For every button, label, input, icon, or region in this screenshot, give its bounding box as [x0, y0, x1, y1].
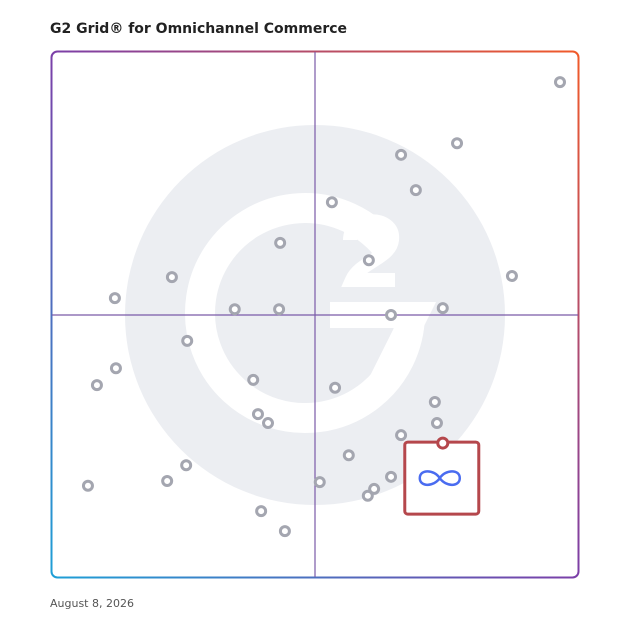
grid-border [50, 50, 580, 579]
product-point [81, 479, 94, 492]
product-point [385, 470, 398, 483]
product-point [436, 302, 449, 315]
product-point [255, 505, 268, 518]
product-point [161, 475, 174, 488]
product-point [180, 459, 193, 472]
product-point [361, 489, 374, 502]
product-point [228, 303, 241, 316]
product-point [368, 482, 381, 495]
product-point [313, 476, 326, 489]
product-point [165, 271, 178, 284]
highlight-box [403, 440, 481, 516]
product-point [553, 76, 566, 89]
product-point [428, 395, 441, 408]
product-point [247, 373, 260, 386]
product-point [108, 292, 121, 305]
product-logo [418, 470, 462, 487]
product-point [109, 362, 122, 375]
product-point [181, 334, 194, 347]
product-point [385, 309, 398, 322]
logo-shape [418, 470, 462, 487]
product-point [274, 236, 287, 249]
product-point [251, 408, 264, 421]
chart-title: G2 Grid® for Omnichannel Commerce [50, 21, 347, 37]
product-point [90, 379, 103, 392]
product-point [395, 148, 408, 161]
product-point [342, 449, 355, 462]
product-point [262, 417, 275, 430]
product-point [451, 137, 464, 150]
product-point [329, 381, 342, 394]
highlight-point [436, 436, 450, 450]
product-point [430, 417, 443, 430]
product-point [325, 196, 338, 209]
date: August 8, 2026 [50, 597, 134, 610]
product-point [395, 429, 408, 442]
product-point [409, 184, 422, 197]
product-point [505, 270, 518, 283]
product-point [362, 254, 375, 267]
product-point [273, 303, 286, 316]
product-point [278, 525, 291, 538]
